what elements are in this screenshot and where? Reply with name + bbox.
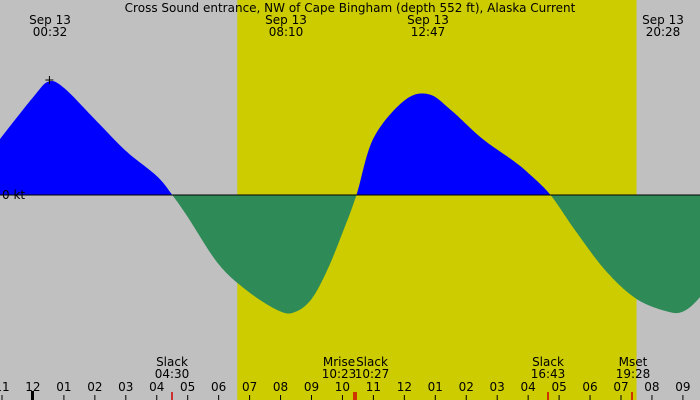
hour-tick-label: 05 bbox=[180, 380, 195, 394]
top-time-label: 00:32 bbox=[33, 25, 68, 39]
event-time-label: 04:30 bbox=[155, 367, 190, 381]
chart-title: Cross Sound entrance, NW of Cape Bingham… bbox=[125, 1, 576, 15]
hour-tick-label: 03 bbox=[118, 380, 133, 394]
top-date-label: Sep 13 bbox=[407, 13, 449, 27]
hour-tick-label: 10 bbox=[335, 380, 350, 394]
top-time-label: 20:28 bbox=[646, 25, 681, 39]
event-label: Slack bbox=[156, 355, 188, 369]
hour-tick-label: 03 bbox=[490, 380, 505, 394]
event-time-label: 16:43 bbox=[531, 367, 566, 381]
event-label: Mrise bbox=[323, 355, 355, 369]
hour-tick-label: 01 bbox=[56, 380, 71, 394]
top-date-label: Sep 13 bbox=[642, 13, 684, 27]
hour-tick-label: 04 bbox=[521, 380, 536, 394]
event-time-label: 10:27 bbox=[355, 367, 390, 381]
max-marker bbox=[45, 76, 54, 84]
hour-tick-label: 12 bbox=[25, 380, 40, 394]
hour-tick-label: 06 bbox=[582, 380, 597, 394]
zero-kt-label: 0 kt bbox=[2, 188, 25, 202]
bottom-labels: Slack04:30Mrise10:23Slack10:27Slack16:43… bbox=[155, 355, 651, 381]
hour-tick-label: 07 bbox=[613, 380, 628, 394]
hour-ticks: 11 12 01 02 03 04 05 06 07 08 09 10 11 12 01 02 03 04 05 06… bbox=[0, 380, 691, 400]
top-date-label: Sep 13 bbox=[265, 13, 307, 27]
ebb-area bbox=[0, 195, 700, 314]
top-date-label: Sep 13 bbox=[29, 13, 71, 27]
midnight-tick bbox=[31, 391, 34, 400]
event-label: Slack bbox=[356, 355, 388, 369]
top-time-label: 12:47 bbox=[411, 25, 446, 39]
event-time-label: 19:28 bbox=[616, 367, 651, 381]
top-time-label: 08:10 bbox=[269, 25, 304, 39]
flood-area bbox=[0, 81, 700, 195]
hour-tick-label: 12 bbox=[397, 380, 412, 394]
hour-tick-label: 09 bbox=[304, 380, 319, 394]
hour-tick-label: 07 bbox=[242, 380, 257, 394]
hour-tick-label: 04 bbox=[149, 380, 164, 394]
hour-tick-label: 02 bbox=[87, 380, 102, 394]
event-time-label: 10:23 bbox=[322, 367, 357, 381]
hour-tick-label: 08 bbox=[273, 380, 288, 394]
hour-tick-label: 06 bbox=[211, 380, 226, 394]
hour-tick-label: 05 bbox=[551, 380, 566, 394]
hour-tick-label: 08 bbox=[644, 380, 659, 394]
hour-tick-label: 09 bbox=[675, 380, 690, 394]
event-label: Mset bbox=[619, 355, 648, 369]
event-label: Slack bbox=[532, 355, 564, 369]
current-areas bbox=[0, 81, 700, 314]
hour-tick-label: 11 bbox=[0, 380, 10, 394]
hour-tick-label: 11 bbox=[366, 380, 381, 394]
hour-tick-label: 01 bbox=[428, 380, 443, 394]
hour-tick-label: 02 bbox=[459, 380, 474, 394]
